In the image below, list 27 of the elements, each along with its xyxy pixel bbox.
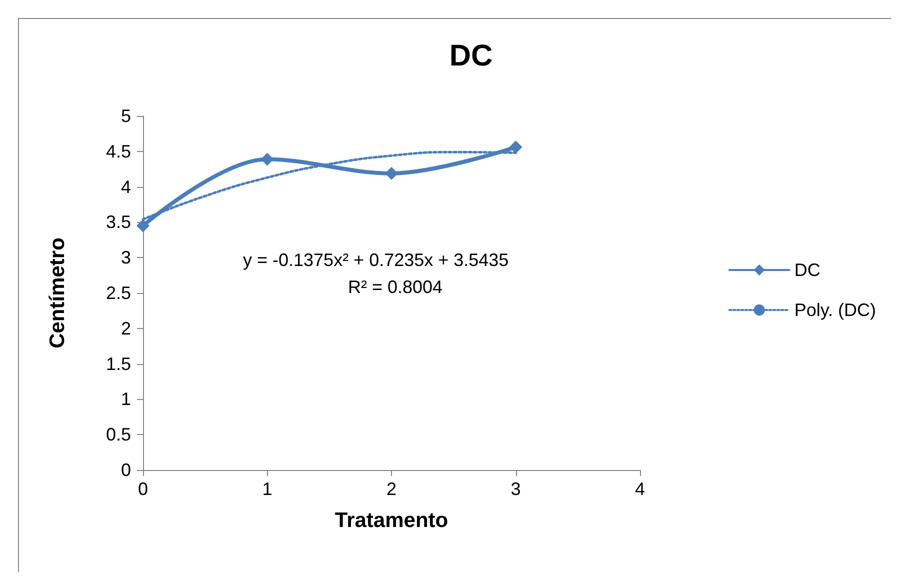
y-tick-label: 1.5 (106, 354, 131, 374)
y-tick-label: 4.5 (106, 141, 131, 162)
legend-label: DC (794, 260, 820, 280)
y-tick-label: 2.5 (106, 283, 131, 303)
annotation: R² = 0.8004 (348, 277, 443, 297)
y-axis-title: Centímetro (46, 238, 69, 348)
y-tick-label: 4 (120, 176, 131, 197)
point (260, 152, 274, 166)
point (509, 140, 522, 154)
legend-label: Poly. (DC) (794, 300, 876, 320)
y-tick-label: 2 (120, 318, 131, 338)
y-tick-label: 3.5 (106, 212, 131, 232)
annotation: y = -0.1375x² + 0.7235x + 3.5435 (243, 250, 509, 270)
y-tick-label: 0.5 (106, 424, 131, 445)
y-tick-label: 0 (120, 460, 131, 480)
point (385, 166, 398, 180)
x-tick-label: 1 (262, 479, 272, 499)
x-tick-label: 0 (138, 479, 148, 499)
point (136, 219, 150, 232)
chart-title: DC (449, 40, 493, 72)
x-tick-label: 4 (634, 479, 646, 499)
y-tick-label: 5 (120, 106, 131, 126)
x-axis-title: Tratamento (334, 509, 448, 532)
y-tick-label: 1 (120, 389, 131, 410)
x-tick-label: 3 (510, 479, 521, 499)
x-tick-label: 2 (386, 479, 397, 499)
y-tick-label: 3 (120, 248, 131, 268)
